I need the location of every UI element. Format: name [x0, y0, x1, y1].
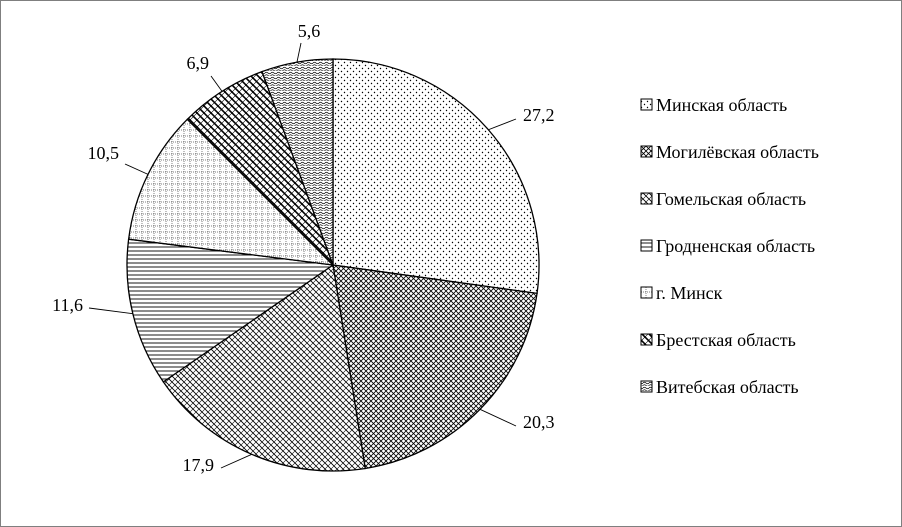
legend-entry-6: Брестская область: [656, 330, 796, 350]
pie-slices: [126, 58, 540, 472]
pie-slice-2: [332, 264, 538, 470]
pie-slice-4: [126, 238, 335, 383]
legend-entry-7: Витебская область: [656, 377, 799, 397]
legend-swatch-4: [640, 239, 653, 252]
legend-entry-1: Минская область: [656, 95, 787, 115]
pie-slice-7: [261, 58, 334, 266]
legend-swatch-2: [640, 145, 653, 158]
data-label-4: 11,6: [52, 295, 83, 315]
legend-entry-3: Гомельская область: [656, 189, 806, 209]
data-label-7: 5,6: [298, 21, 321, 41]
legend-entry-4: Гродненская область: [656, 236, 815, 256]
legend-entry-5: г. Минск: [656, 283, 723, 303]
leader-lines: [88, 42, 517, 469]
leader-line-2: [479, 408, 517, 427]
legend-swatch-7: [640, 380, 653, 393]
legend-swatch-1: [640, 98, 653, 111]
leader-line-4: [88, 307, 133, 315]
data-label-5: 10,5: [88, 143, 120, 163]
data-labels: 27,2 20,3 17,9 11,6 10,5 6,9 5,6: [52, 21, 554, 475]
legend: Минская область Могилёвская область Гомель…: [640, 95, 819, 397]
data-label-3: 17,9: [183, 455, 215, 475]
legend-swatch-6: [640, 333, 653, 346]
legend-swatch-3: [640, 192, 653, 205]
leader-line-7: [296, 42, 302, 63]
data-label-1: 27,2: [523, 105, 555, 125]
legend-entry-2: Могилёвская область: [656, 142, 819, 162]
leader-line-1: [488, 118, 517, 131]
leader-line-3: [220, 453, 252, 469]
leader-line-5: [124, 163, 149, 175]
legend-swatch-5: [640, 286, 653, 299]
data-label-6: 6,9: [187, 53, 210, 73]
data-label-2: 20,3: [523, 412, 555, 432]
pie-slice-1: [332, 58, 540, 295]
leader-line-6: [210, 75, 223, 92]
